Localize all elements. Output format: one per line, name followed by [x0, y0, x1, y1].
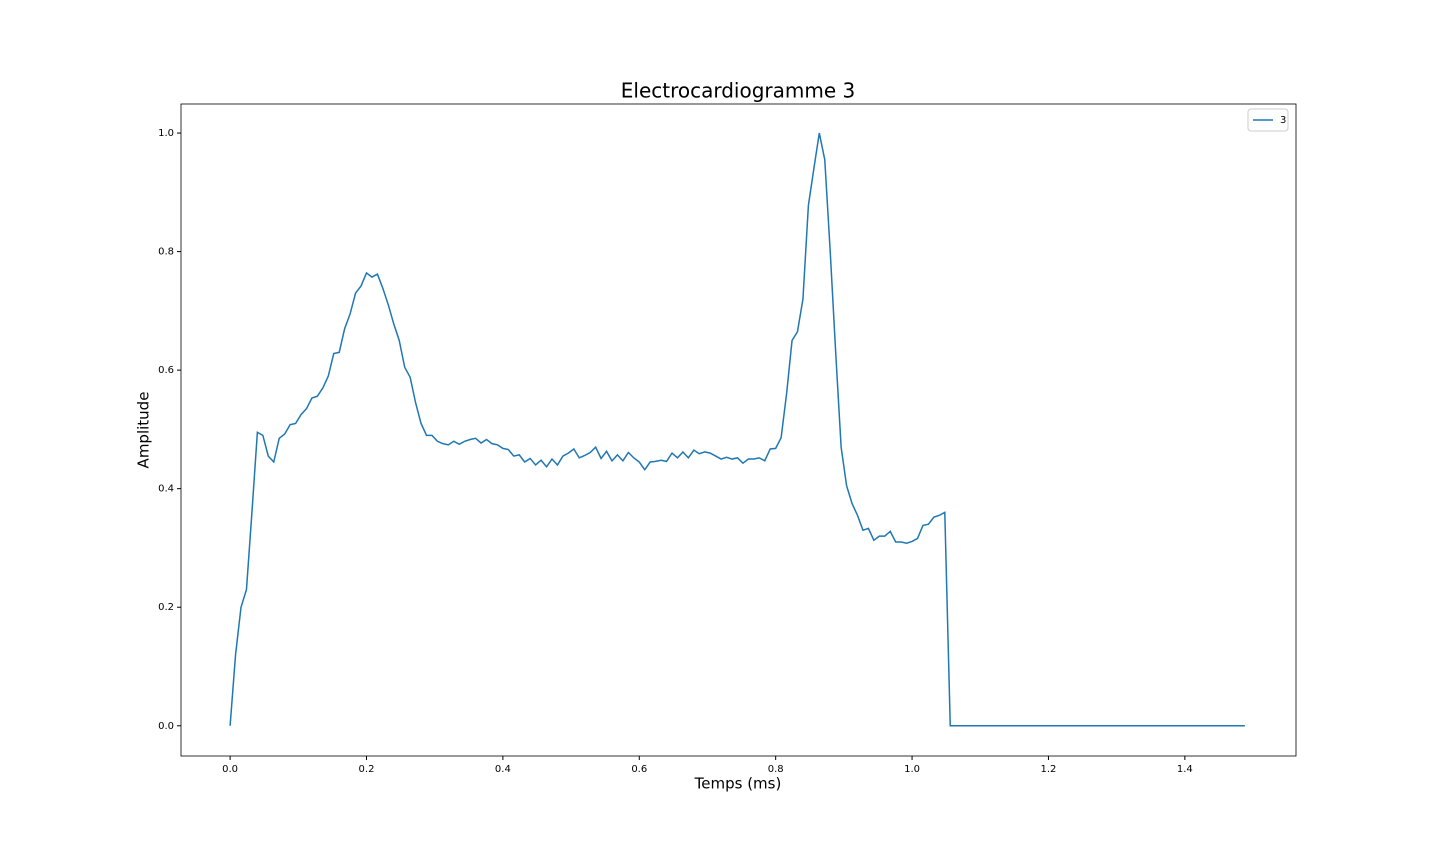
plot-frame [180, 103, 1297, 757]
x-tick-label: 0.0 [222, 764, 238, 775]
x-tick-label: 1.0 [904, 764, 920, 775]
x-tick-label: 0.2 [359, 764, 375, 775]
x-tick-label: 1.4 [1177, 764, 1193, 775]
x-tick-label: 0.6 [631, 764, 647, 775]
y-tick-label: 0.8 [158, 247, 174, 258]
y-axis-label: Amplitude [135, 392, 153, 469]
x-tick-label: 1.2 [1040, 764, 1056, 775]
legend-label: 3 [1280, 115, 1286, 126]
chart-title: Electrocardiogramme 3 [621, 79, 856, 103]
x-tick-label: 0.8 [768, 764, 784, 775]
y-tick-label: 1.0 [158, 128, 174, 139]
y-tick-label: 0.2 [158, 602, 174, 613]
y-tick-label: 0.0 [158, 721, 174, 732]
y-tick-label: 0.4 [158, 484, 174, 495]
x-axis-label: Temps (ms) [694, 775, 782, 793]
line-series [229, 132, 1245, 727]
x-tick-label: 0.4 [495, 764, 511, 775]
y-tick-label: 0.6 [158, 365, 174, 376]
